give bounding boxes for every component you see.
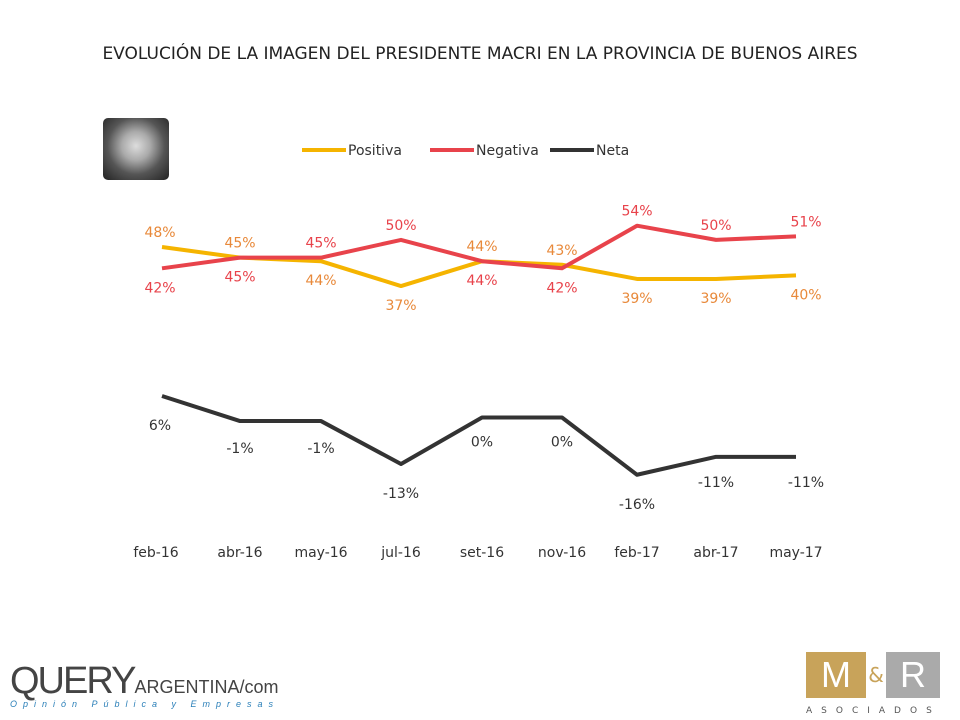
x-tick-label: set-16	[460, 545, 504, 561]
data-label-neta: -13%	[383, 486, 419, 502]
data-label-neta: 0%	[551, 434, 573, 450]
data-label-positiva: 40%	[790, 287, 821, 303]
x-tick-label: may-16	[294, 545, 347, 561]
data-label-positiva: 48%	[144, 225, 175, 241]
president-photo	[103, 118, 169, 180]
data-label-negativa: 42%	[144, 280, 175, 296]
mr-logo-m: M	[806, 652, 866, 698]
data-label-negativa: 50%	[700, 218, 731, 234]
x-tick-label: abr-16	[217, 545, 262, 561]
x-tick-label: may-17	[769, 545, 822, 561]
data-label-negativa: 54%	[621, 204, 652, 220]
data-label-positiva: 44%	[305, 273, 336, 289]
data-label-neta: -1%	[226, 441, 253, 457]
mr-asociados-logo: M & R ASOCIADOS	[806, 652, 940, 716]
legend-label-negativa: Negativa	[476, 143, 539, 159]
x-tick-label: jul-16	[380, 545, 421, 561]
data-label-neta: -1%	[307, 441, 334, 457]
data-label-neta: 0%	[471, 434, 493, 450]
x-tick-label: abr-17	[693, 545, 738, 561]
x-tick-label: feb-17	[614, 545, 659, 561]
chart-title: EVOLUCIÓN DE LA IMAGEN DEL PRESIDENTE MA…	[102, 44, 858, 64]
data-label-negativa: 45%	[305, 236, 336, 252]
query-logo-sub: ARGENTINA/com	[134, 677, 279, 697]
data-label-neta: -11%	[788, 475, 824, 491]
series-line-neta	[161, 394, 796, 477]
data-label-neta: -11%	[698, 475, 734, 491]
mr-logo-sub: ASOCIADOS	[806, 706, 941, 716]
data-label-positiva: 37%	[385, 298, 416, 314]
mr-logo-amp: &	[868, 663, 884, 687]
data-label-positiva: 39%	[700, 291, 731, 307]
mr-logo-r: R	[886, 652, 940, 698]
x-tick-label: nov-16	[538, 545, 586, 561]
query-logo-main: QUERY	[10, 660, 136, 702]
x-tick-label: feb-16	[133, 545, 178, 561]
data-label-negativa: 51%	[790, 214, 821, 230]
data-label-negativa: 50%	[385, 218, 416, 234]
data-label-neta: 6%	[149, 418, 171, 434]
data-label-neta: -16%	[619, 497, 655, 513]
data-label-positiva: 45%	[224, 236, 255, 252]
query-argentina-logo: QUERYARGENTINA/com Opinión Pública y Emp…	[10, 660, 279, 709]
legend-label-neta: Neta	[596, 143, 629, 159]
series-line-negativa	[161, 223, 797, 271]
data-label-positiva: 43%	[546, 243, 577, 259]
query-logo-tagline: Opinión Pública y Empresas	[10, 699, 280, 709]
data-label-negativa: 45%	[224, 270, 255, 286]
legend-label-positiva: Positiva	[348, 143, 402, 159]
data-label-negativa: 44%	[466, 273, 497, 289]
data-label-negativa: 42%	[546, 280, 577, 296]
data-label-positiva: 39%	[621, 291, 652, 307]
data-label-positiva: 44%	[466, 239, 497, 255]
